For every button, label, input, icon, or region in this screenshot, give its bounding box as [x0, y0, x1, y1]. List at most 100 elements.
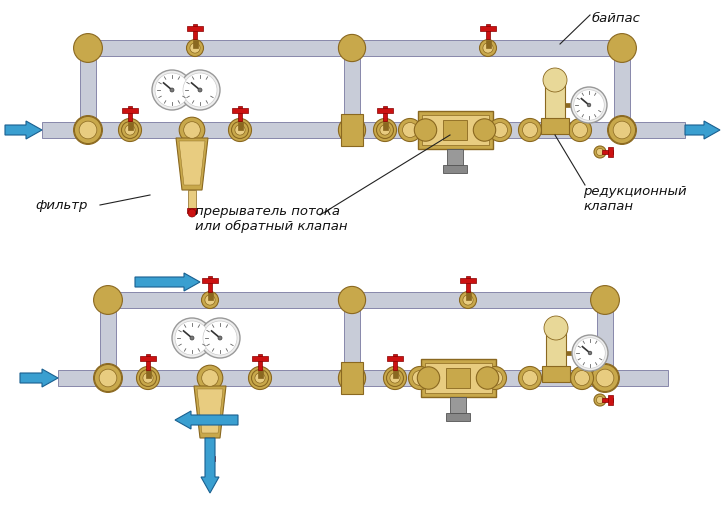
Circle shape — [79, 121, 97, 139]
Circle shape — [248, 366, 272, 390]
Circle shape — [488, 371, 502, 386]
Circle shape — [596, 149, 603, 156]
Bar — [422, 115, 489, 145]
Bar — [258, 354, 262, 370]
Circle shape — [492, 122, 507, 137]
Bar — [187, 26, 203, 31]
Circle shape — [390, 373, 400, 383]
Bar — [258, 370, 263, 378]
Circle shape — [74, 116, 102, 143]
Bar — [388, 356, 403, 361]
Circle shape — [463, 295, 473, 305]
Circle shape — [205, 295, 215, 305]
Circle shape — [200, 318, 240, 358]
Circle shape — [608, 116, 635, 143]
Circle shape — [94, 364, 121, 392]
Circle shape — [573, 122, 587, 137]
Bar — [486, 40, 491, 48]
Circle shape — [172, 318, 212, 358]
Bar — [237, 121, 242, 130]
Circle shape — [198, 88, 202, 92]
Circle shape — [596, 396, 603, 403]
Circle shape — [180, 70, 220, 110]
Circle shape — [544, 316, 568, 340]
Bar — [393, 354, 397, 370]
Circle shape — [415, 119, 437, 141]
Circle shape — [170, 88, 174, 92]
Bar — [608, 147, 613, 157]
Circle shape — [594, 146, 606, 158]
Bar — [542, 366, 570, 382]
Circle shape — [183, 73, 217, 107]
Bar — [80, 48, 96, 130]
Polygon shape — [176, 138, 208, 190]
Bar — [341, 114, 363, 146]
Circle shape — [152, 70, 192, 110]
Circle shape — [473, 119, 496, 141]
Bar — [238, 106, 242, 121]
Circle shape — [190, 43, 200, 53]
Circle shape — [484, 366, 507, 390]
Text: прерыватель потока
или обратный клапан: прерыватель потока или обратный клапан — [195, 205, 348, 233]
Circle shape — [596, 369, 614, 387]
Circle shape — [388, 371, 402, 386]
Bar — [447, 149, 463, 165]
Circle shape — [338, 364, 366, 392]
Bar — [443, 120, 467, 140]
Circle shape — [383, 366, 407, 390]
Circle shape — [125, 125, 135, 135]
Circle shape — [123, 122, 137, 137]
Circle shape — [592, 364, 619, 392]
Circle shape — [523, 122, 537, 137]
Bar — [614, 48, 630, 130]
Circle shape — [412, 371, 428, 386]
Circle shape — [94, 286, 123, 315]
Polygon shape — [175, 411, 238, 429]
Polygon shape — [179, 141, 205, 185]
Bar — [566, 351, 582, 355]
Circle shape — [73, 116, 102, 144]
Bar — [100, 300, 116, 378]
Bar — [192, 40, 197, 48]
Bar — [486, 24, 490, 40]
Circle shape — [155, 73, 189, 107]
Circle shape — [568, 119, 592, 141]
Circle shape — [590, 363, 619, 392]
Bar — [460, 278, 476, 283]
Polygon shape — [194, 386, 226, 438]
Circle shape — [197, 365, 223, 391]
Polygon shape — [201, 438, 219, 493]
Circle shape — [175, 321, 209, 355]
Circle shape — [206, 457, 214, 465]
Bar — [146, 354, 150, 370]
Circle shape — [373, 119, 396, 141]
Bar — [205, 456, 215, 461]
Bar — [425, 363, 492, 393]
Circle shape — [613, 121, 631, 139]
Circle shape — [190, 336, 194, 340]
Circle shape — [139, 370, 157, 387]
Circle shape — [409, 366, 431, 390]
Circle shape — [73, 33, 102, 62]
Circle shape — [218, 336, 222, 340]
Circle shape — [608, 33, 637, 62]
Circle shape — [399, 119, 422, 141]
Bar — [187, 208, 197, 213]
Bar — [393, 370, 398, 378]
Bar — [145, 370, 150, 378]
Circle shape — [202, 370, 219, 387]
Circle shape — [179, 117, 205, 143]
Circle shape — [518, 119, 542, 141]
Circle shape — [338, 286, 366, 314]
Bar — [446, 413, 470, 421]
Circle shape — [590, 286, 619, 315]
Circle shape — [235, 125, 245, 135]
Circle shape — [518, 366, 542, 390]
Polygon shape — [5, 121, 42, 139]
Bar — [602, 150, 613, 154]
Bar — [545, 80, 565, 130]
Text: фильтр: фильтр — [35, 198, 87, 211]
Bar — [417, 111, 492, 149]
Bar — [446, 368, 470, 388]
Bar — [481, 26, 496, 31]
